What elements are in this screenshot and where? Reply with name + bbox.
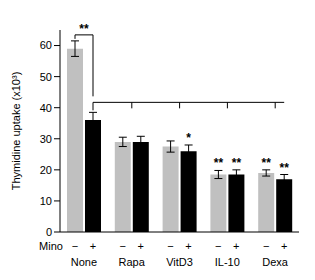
svg-text:Rapa: Rapa — [119, 256, 146, 268]
svg-text:30: 30 — [40, 133, 52, 145]
svg-text:−: − — [215, 240, 221, 252]
svg-text:40: 40 — [40, 102, 52, 114]
svg-text:+: + — [90, 240, 96, 252]
svg-text:Dexa: Dexa — [262, 256, 289, 268]
svg-text:+: + — [137, 240, 143, 252]
svg-text:60: 60 — [40, 39, 52, 51]
svg-text:**: ** — [262, 156, 272, 170]
svg-text:+: + — [281, 240, 287, 252]
svg-text:+: + — [185, 240, 191, 252]
svg-text:50: 50 — [40, 71, 52, 83]
svg-text:+: + — [233, 240, 239, 252]
svg-text:−: − — [263, 240, 269, 252]
svg-text:0: 0 — [46, 226, 52, 238]
svg-text:None: None — [71, 256, 97, 268]
svg-text:−: − — [119, 240, 125, 252]
svg-text:−: − — [72, 240, 78, 252]
svg-text:10: 10 — [40, 195, 52, 207]
svg-text:Thymidine uptake (x10³): Thymidine uptake (x10³) — [10, 72, 22, 191]
svg-text:**: ** — [214, 156, 224, 170]
svg-text:VitD3: VitD3 — [166, 256, 193, 268]
svg-text:20: 20 — [40, 164, 52, 176]
svg-text:−: − — [167, 240, 173, 252]
svg-text:**: ** — [280, 161, 290, 175]
svg-text:**: ** — [232, 156, 242, 170]
svg-text:**: ** — [79, 22, 89, 36]
svg-text:*: * — [186, 131, 191, 145]
svg-text:Mino: Mino — [39, 240, 63, 252]
svg-text:IL-10: IL-10 — [215, 256, 240, 268]
